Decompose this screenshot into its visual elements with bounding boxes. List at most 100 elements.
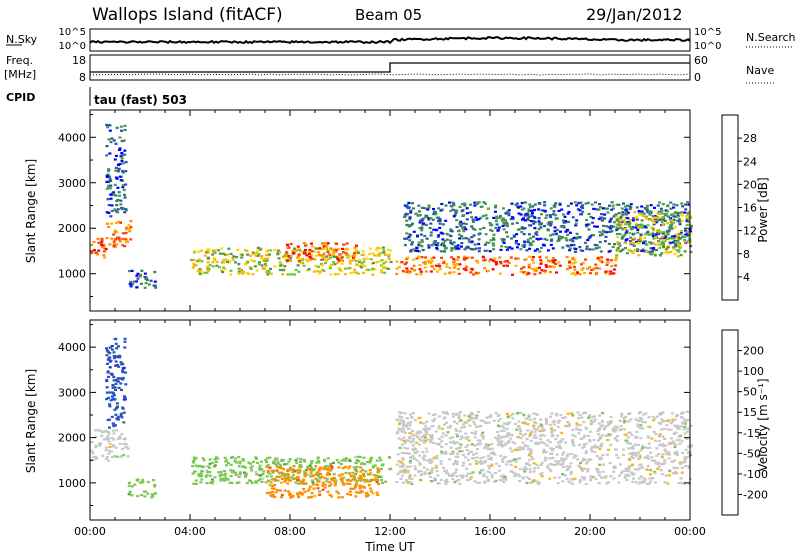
heatmap-cell	[652, 419, 656, 422]
heatmap-cell	[464, 237, 468, 240]
heatmap-cell	[117, 236, 121, 239]
heatmap-cell	[494, 263, 498, 266]
heatmap-cell	[413, 451, 417, 454]
heatmap-cell	[332, 255, 336, 258]
heatmap-cell	[400, 261, 404, 264]
heatmap-cell	[573, 454, 577, 457]
heatmap-cell	[420, 206, 424, 209]
heatmap-cell	[337, 267, 341, 270]
heatmap-cell	[326, 467, 330, 470]
heatmap-cell	[486, 470, 490, 473]
heatmap-cell	[335, 255, 339, 258]
heatmap-cell	[437, 234, 441, 237]
heatmap-cell	[501, 435, 505, 438]
heatmap-cell	[333, 484, 337, 487]
heatmap-cell	[112, 425, 116, 428]
heatmap-cell	[411, 411, 415, 415]
heatmap-cell	[109, 372, 113, 375]
heatmap-cell	[303, 460, 307, 463]
heatmap-cell	[523, 219, 527, 222]
heatmap-cell	[349, 475, 353, 478]
heatmap-cell	[228, 259, 231, 262]
heatmap-cell	[249, 462, 253, 465]
heatmap-cell	[433, 477, 437, 480]
heatmap-cell	[528, 247, 532, 250]
heatmap-cell	[684, 233, 688, 237]
heatmap-cell	[440, 202, 444, 206]
heatmap-cell	[465, 436, 469, 439]
heatmap-cell	[296, 479, 300, 482]
heatmap-cell	[113, 386, 117, 389]
heatmap-cell	[97, 241, 101, 244]
heatmap-cell	[130, 269, 134, 272]
heatmap-cell	[528, 242, 532, 245]
heatmap-cell	[383, 253, 387, 256]
heatmap-cell	[330, 465, 334, 468]
heatmap-cell	[677, 435, 681, 438]
heatmap-cell	[459, 443, 463, 446]
heatmap-cell	[449, 239, 453, 242]
heatmap-cell	[450, 247, 454, 250]
heatmap-cell	[479, 228, 482, 231]
heatmap-cell	[542, 448, 546, 451]
heatmap-cell	[640, 225, 644, 228]
heatmap-cell	[439, 231, 443, 234]
heatmap-cell	[571, 478, 575, 481]
heatmap-cell	[222, 479, 226, 482]
heatmap-cell	[459, 224, 463, 227]
heatmap-cell	[623, 220, 627, 223]
heatmap-cell	[473, 480, 477, 483]
heatmap-cell	[677, 249, 681, 252]
heatmap-cell	[429, 480, 433, 483]
heatmap-cell	[468, 450, 472, 453]
heatmap-cell	[341, 467, 345, 470]
heatmap-cell	[560, 458, 564, 461]
heatmap-cell	[435, 455, 439, 458]
heatmap-cell	[498, 256, 502, 259]
heatmap-cell	[509, 463, 513, 466]
heatmap-cell	[504, 245, 508, 249]
heatmap-cell	[607, 250, 611, 253]
heatmap-cell	[627, 447, 630, 450]
heatmap-cell	[511, 440, 515, 444]
heatmap-cell	[660, 418, 664, 421]
heatmap-cell	[633, 211, 637, 214]
heatmap-cell	[449, 446, 453, 449]
heatmap-cell	[674, 241, 678, 244]
heatmap-cell	[598, 437, 602, 440]
heatmap-cell	[226, 260, 229, 263]
heatmap-cell	[535, 267, 539, 270]
heatmap-cell	[234, 261, 237, 264]
heatmap-cell	[502, 219, 506, 222]
heatmap-cell	[269, 267, 272, 270]
heatmap-cell	[565, 255, 569, 259]
heatmap-cell	[421, 450, 425, 454]
heatmap-cell	[302, 478, 306, 481]
heatmap-cell	[524, 463, 528, 466]
heatmap-cell	[204, 475, 208, 478]
heatmap-cell	[543, 201, 547, 204]
heatmap-cell	[646, 230, 650, 233]
heatmap-cell	[507, 214, 511, 217]
heatmap-cell	[669, 250, 673, 253]
heatmap-cell	[247, 272, 251, 276]
heatmap-cell	[539, 438, 542, 441]
heatmap-cell	[683, 460, 687, 463]
heatmap-cell	[559, 414, 563, 417]
heatmap-cell	[398, 465, 402, 468]
heatmap-cell	[567, 423, 571, 426]
heatmap-cell	[638, 211, 642, 214]
heatmap-cell	[418, 227, 422, 230]
heatmap-cell	[581, 210, 585, 213]
heatmap-cell	[296, 457, 300, 460]
heatmap-cell	[624, 223, 628, 226]
heatmap-cell	[649, 233, 652, 236]
heatmap-cell	[153, 280, 157, 283]
heatmap-cell	[116, 418, 120, 421]
heatmap-cell	[437, 437, 441, 440]
heatmap-cell	[685, 232, 689, 235]
heatmap-cell	[213, 258, 217, 261]
heatmap-cell	[584, 482, 588, 486]
heatmap-cell	[475, 414, 479, 417]
heatmap-cell	[564, 457, 568, 460]
